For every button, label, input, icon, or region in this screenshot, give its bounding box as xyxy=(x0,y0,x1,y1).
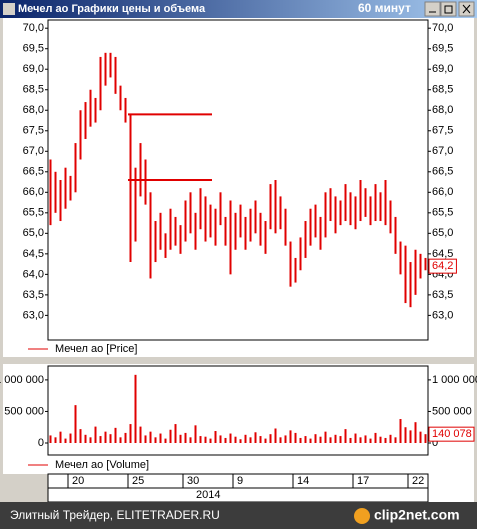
minimize-button[interactable] xyxy=(424,1,441,17)
x-tick-label: 20 xyxy=(72,475,84,487)
left-border xyxy=(0,18,3,502)
y2-tick-label: 0 xyxy=(432,437,438,449)
y-tick-label: 500 000 xyxy=(4,405,44,417)
x-tick-label: 17 xyxy=(357,475,369,487)
y2-tick-label: 1 000 000 xyxy=(432,374,477,386)
y2-tick-label: 67,5 xyxy=(432,125,453,137)
plot-layer: 63,0 63,063,5 63,564,0 64,064,5 64,565,0 65,0… xyxy=(0,22,477,501)
footer-logo[interactable]: clip2net.com xyxy=(374,507,460,523)
maximize-button[interactable] xyxy=(440,1,457,17)
y-tick-label: 1 000 000 xyxy=(0,374,44,386)
y2-tick-label: 69,0 xyxy=(432,63,453,75)
legend-label: Мечел ао [Price] xyxy=(55,343,137,355)
window-buttons[interactable] xyxy=(424,1,475,17)
x-tick-label: 14 xyxy=(297,475,309,487)
y-tick-label: 68,0 xyxy=(23,104,44,116)
window-title: Мечел ао Графики цены и объема xyxy=(18,3,206,15)
y2-tick-label: 64,5 xyxy=(432,248,453,260)
axis-corner xyxy=(3,474,48,502)
legend-label: Мечел ао [Volume] xyxy=(55,459,149,471)
panel-separator xyxy=(3,357,474,364)
y2-tick-label: 66,5 xyxy=(432,166,453,178)
y-tick-label: 69,5 xyxy=(23,43,44,55)
window-icon xyxy=(3,3,15,15)
year-row xyxy=(47,487,429,503)
last-value-box xyxy=(428,426,475,442)
year-label: 2014 xyxy=(196,489,220,501)
y-tick-label: 67,0 xyxy=(23,145,44,157)
y2-tick-label: 65,0 xyxy=(432,227,453,239)
y-tick-label: 64,0 xyxy=(23,268,44,280)
last-value-label: 140 078 xyxy=(432,428,472,440)
y2-tick-label: 69,5 xyxy=(432,43,453,55)
y2-tick-label: 67,0 xyxy=(432,145,453,157)
y2-tick-label: 63,5 xyxy=(432,289,453,301)
y2-tick-label: 70,0 xyxy=(432,22,453,34)
last-value-label: 64,2 xyxy=(432,260,453,272)
y-tick-label: 66,5 xyxy=(23,166,44,178)
y-tick-label: 64,5 xyxy=(23,248,44,260)
y2-tick-label: 63,0 xyxy=(432,309,453,321)
x-tick-label: 22 xyxy=(412,475,424,487)
button-glyphs xyxy=(429,4,471,14)
y-tick-label: 69,0 xyxy=(23,63,44,75)
x-tick-label: 25 xyxy=(132,475,144,487)
y2-tick-label: 68,0 xyxy=(432,104,453,116)
x-tick-label: 30 xyxy=(187,475,199,487)
y2-tick-label: 68,5 xyxy=(432,84,453,96)
y2-tick-label: 66,0 xyxy=(432,186,453,198)
y-tick-label: 65,0 xyxy=(23,227,44,239)
y-tick-label: 63,5 xyxy=(23,289,44,301)
interval: 60 минут xyxy=(358,1,411,15)
y-tick-label: 70,0 xyxy=(23,22,44,34)
y-tick-label: 0 xyxy=(38,437,44,449)
x-tick-label: 9 xyxy=(237,475,243,487)
logo-icon xyxy=(354,508,370,524)
y2-tick-label: 65,5 xyxy=(432,207,453,219)
last-value-box xyxy=(428,258,457,274)
footer-site: Элитный Трейдер, ELITETRADER.RU xyxy=(10,508,220,522)
y-tick-label: 63,0 xyxy=(23,309,44,321)
footer-bar xyxy=(0,502,477,529)
y-tick-label: 67,5 xyxy=(23,125,44,137)
y-tick-label: 68,5 xyxy=(23,84,44,96)
right-border xyxy=(474,18,477,502)
y-tick-label: 65,5 xyxy=(23,207,44,219)
y2-tick-label: 500 000 xyxy=(432,405,472,417)
title-bar xyxy=(0,0,477,18)
y-tick-label: 66,0 xyxy=(23,186,44,198)
